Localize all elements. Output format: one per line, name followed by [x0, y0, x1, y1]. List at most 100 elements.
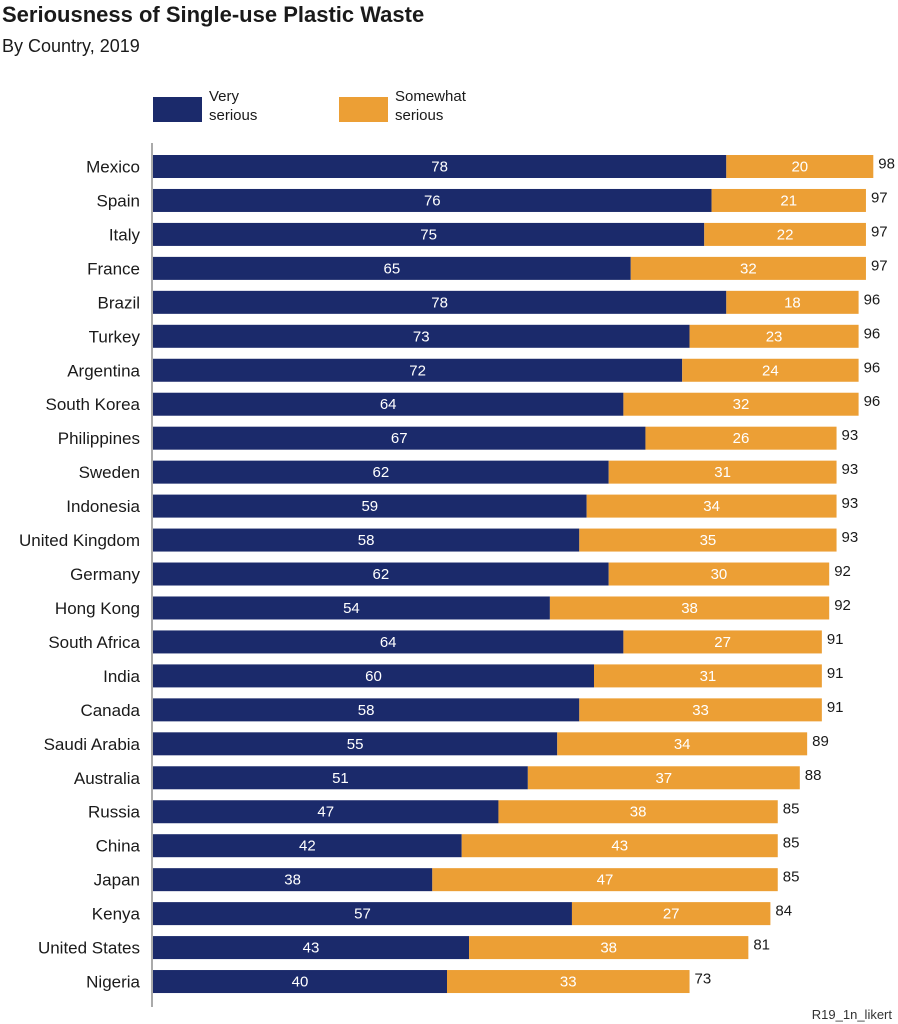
data-label-total: 93 — [842, 461, 859, 478]
data-label-total: 85 — [783, 869, 800, 886]
bar-somewhat-serious — [608, 562, 830, 586]
legend-label-very-serious-line1: Very — [209, 88, 240, 105]
bar-somewhat-serious — [608, 460, 837, 484]
bar-somewhat-serious — [726, 290, 859, 314]
bar-somewhat-serious — [689, 324, 859, 348]
data-label-very-serious: 60 — [365, 668, 382, 685]
bar-somewhat-serious — [645, 426, 837, 450]
data-label-somewhat-serious: 23 — [766, 328, 783, 345]
data-label-total: 81 — [753, 937, 770, 954]
category-label: China — [96, 837, 141, 856]
category-label: Japan — [94, 871, 140, 890]
data-label-total: 98 — [878, 156, 895, 173]
bar-somewhat-serious — [586, 494, 837, 518]
chart-title: Seriousness of Single-use Plastic Waste — [2, 2, 425, 27]
bar-very-serious — [153, 902, 572, 926]
data-label-very-serious: 67 — [391, 430, 408, 447]
data-label-very-serious: 54 — [343, 600, 360, 617]
bar-very-serious — [153, 358, 683, 382]
category-label: Italy — [109, 225, 141, 244]
category-label: Mexico — [86, 158, 140, 177]
bar-somewhat-serious — [527, 766, 800, 790]
bar-very-serious — [153, 936, 470, 960]
data-label-somewhat-serious: 34 — [703, 498, 720, 515]
bar-somewhat-serious — [623, 392, 859, 416]
category-label: Australia — [74, 769, 141, 788]
data-label-very-serious: 62 — [373, 566, 390, 583]
bar-somewhat-serious — [571, 902, 771, 926]
data-label-total: 92 — [834, 563, 851, 580]
bar-somewhat-serious — [623, 630, 822, 654]
bar-very-serious — [153, 460, 609, 484]
data-label-very-serious: 40 — [292, 974, 309, 991]
data-label-somewhat-serious: 33 — [692, 702, 709, 719]
bar-somewhat-serious — [711, 188, 866, 212]
data-label-somewhat-serious: 32 — [733, 396, 750, 413]
category-label: Indonesia — [66, 497, 140, 516]
bar-very-serious — [153, 732, 558, 756]
bar-very-serious — [153, 222, 705, 246]
category-label: Saudi Arabia — [44, 735, 141, 754]
data-label-total: 92 — [834, 597, 851, 614]
data-label-somewhat-serious: 31 — [700, 668, 717, 685]
category-label: United States — [38, 939, 140, 958]
bar-very-serious — [153, 392, 624, 416]
data-label-very-serious: 55 — [347, 736, 364, 753]
data-label-total: 85 — [783, 801, 800, 818]
bar-somewhat-serious — [498, 800, 778, 824]
category-label: France — [87, 259, 140, 278]
bar-very-serious — [153, 834, 462, 858]
bar-very-serious — [153, 664, 594, 688]
bar-very-serious — [153, 698, 580, 722]
bar-somewhat-serious — [726, 155, 874, 178]
data-label-somewhat-serious: 47 — [597, 872, 614, 889]
data-label-total: 89 — [812, 733, 829, 750]
legend-label-somewhat-serious-line2: serious — [395, 107, 443, 124]
data-label-total: 85 — [783, 835, 800, 852]
category-label: Sweden — [79, 463, 140, 482]
data-label-very-serious: 75 — [420, 226, 437, 243]
data-label-very-serious: 59 — [361, 498, 378, 515]
data-label-total: 93 — [842, 529, 859, 546]
data-label-total: 97 — [871, 189, 888, 206]
category-label: United Kingdom — [19, 531, 140, 550]
legend-swatch-somewhat-serious — [339, 97, 388, 122]
bar-very-serious — [153, 800, 499, 824]
data-label-somewhat-serious: 22 — [777, 226, 794, 243]
data-label-very-serious: 51 — [332, 770, 349, 787]
data-label-very-serious: 76 — [424, 192, 441, 209]
bar-very-serious — [153, 290, 727, 314]
data-label-total: 91 — [827, 699, 844, 716]
category-label: India — [103, 667, 140, 686]
data-label-somewhat-serious: 37 — [655, 770, 672, 787]
legend-label-somewhat-serious-line1: Somewhat — [395, 88, 467, 105]
data-label-total: 91 — [827, 631, 844, 648]
category-label: Canada — [80, 701, 140, 720]
category-label: South Korea — [45, 395, 140, 414]
data-label-total: 96 — [864, 393, 881, 410]
data-label-total: 97 — [871, 257, 888, 274]
legend-swatch-very-serious — [153, 97, 202, 122]
data-label-total: 96 — [864, 291, 881, 308]
bar-very-serious — [153, 155, 727, 178]
category-label: Argentina — [67, 361, 140, 380]
bar-somewhat-serious — [447, 970, 690, 994]
bar-very-serious — [153, 562, 609, 586]
data-label-very-serious: 64 — [380, 396, 397, 413]
bar-somewhat-serious — [594, 664, 822, 688]
data-label-very-serious: 43 — [303, 940, 320, 957]
data-label-somewhat-serious: 27 — [714, 634, 731, 651]
bar-somewhat-serious — [682, 358, 859, 382]
data-label-somewhat-serious: 43 — [611, 838, 628, 855]
bar-somewhat-serious — [579, 698, 822, 722]
data-label-somewhat-serious: 18 — [784, 294, 801, 311]
bar-somewhat-serious — [461, 834, 778, 858]
data-label-somewhat-serious: 30 — [711, 566, 728, 583]
data-label-somewhat-serious: 34 — [674, 736, 691, 753]
data-label-somewhat-serious: 31 — [714, 464, 731, 481]
data-label-total: 97 — [871, 223, 888, 240]
category-label: Philippines — [58, 429, 140, 448]
data-label-total: 96 — [864, 325, 881, 342]
bar-somewhat-serious — [630, 256, 866, 280]
bar-somewhat-serious — [432, 868, 778, 892]
